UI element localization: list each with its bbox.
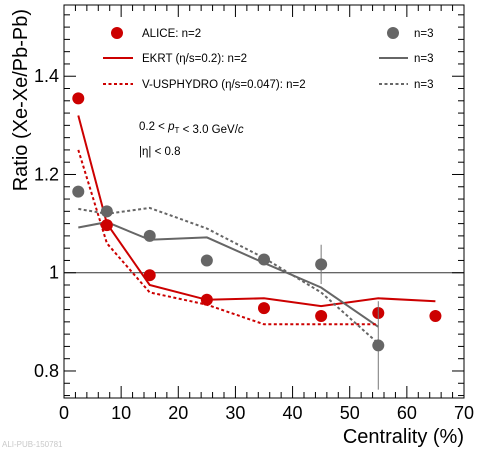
data-point-n2	[143, 269, 156, 282]
plot-frame	[63, 4, 465, 399]
series-line-2	[77, 115, 436, 308]
data-point-n3	[200, 254, 213, 267]
data-point-n3	[372, 339, 385, 352]
data-point-n3	[100, 205, 113, 218]
legend-marker-alice-n3	[387, 27, 399, 39]
y-axis-title: Ratio (Xe-Xe/Pb-Pb)	[10, 9, 32, 191]
y-tick-label: 1.2	[34, 164, 59, 184]
legend-marker-alice-n2	[111, 27, 123, 39]
legend-label-n2: EKRT (η/s=0.2): n=2	[142, 53, 247, 65]
legend: ALICE: n=2 n=3 EKRT (η/s=0.2): n=2 n=3 V-USP…	[103, 27, 434, 91]
x-tick-label: 20	[168, 403, 188, 423]
data-point-n3	[315, 258, 328, 271]
x-tick-label: 10	[111, 403, 131, 423]
legend-label-n3: n=3	[414, 79, 434, 91]
data-point-n2	[72, 92, 85, 105]
x-tick-label: 60	[397, 403, 417, 423]
data-point-n2	[200, 293, 213, 306]
x-tick-label: 30	[225, 403, 245, 423]
data-point-n2	[429, 309, 442, 322]
series-line-4	[77, 149, 379, 326]
data-point-n3	[72, 185, 85, 198]
x-tick-label: 50	[340, 403, 360, 423]
watermark-text: ALI-PUB-150781	[2, 440, 63, 449]
annotation-pt-range: 0.2 < pT < 3.0 GeV/c	[139, 121, 244, 136]
y-tick-label: 0.8	[34, 361, 59, 381]
legend-label-n2: V-USPHYDRO (η/s=0.047): n=2	[142, 79, 306, 91]
y-tick-label: 1	[49, 263, 59, 283]
legend-label-n3: n=3	[414, 53, 434, 65]
annotation-eta-range: |η| < 0.8	[139, 146, 180, 158]
x-tick-label: 70	[454, 403, 474, 423]
x-tick-label: 0	[59, 403, 69, 423]
y-tick-label: 1.4	[34, 66, 59, 86]
x-axis-title: Centrality (%)	[343, 426, 464, 448]
data-point-n3	[143, 229, 156, 242]
data-point-n2	[258, 302, 270, 315]
data-point-n3	[258, 253, 270, 266]
data-point-n2	[315, 309, 328, 322]
legend-label-n2: ALICE: n=2	[142, 28, 201, 40]
data-point-n2	[100, 219, 113, 232]
x-tick-label: 40	[283, 403, 303, 423]
legend-label-n3: n=3	[414, 28, 434, 40]
